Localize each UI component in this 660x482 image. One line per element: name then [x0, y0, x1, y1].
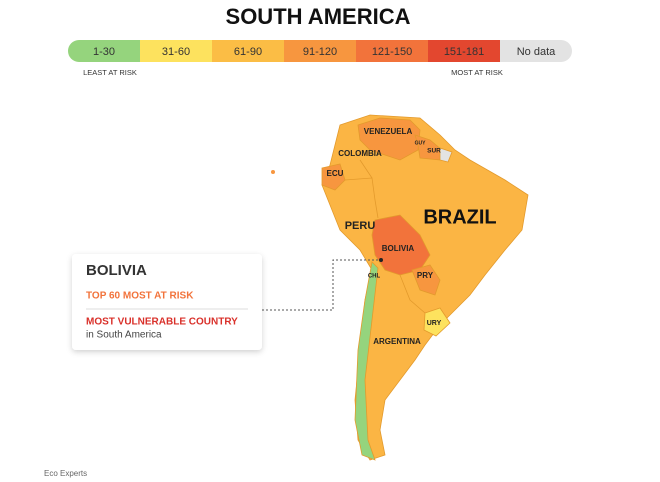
legend-label: 121-150: [372, 46, 412, 58]
callout-title: BOLIVIA: [86, 262, 147, 279]
source: Eco Experts: [44, 469, 87, 478]
legend-label: 1-30: [93, 46, 115, 58]
border: [344, 177, 379, 219]
venezuela: [357, 117, 421, 161]
legend-swatch: [356, 40, 429, 62]
callout-highlight: MOST VULNERABLE COUNTRY: [86, 317, 238, 328]
title: SOUTH AMERICA: [226, 4, 411, 29]
country-label: ARGENTINA: [373, 337, 421, 346]
legend: 1-30 31-60 61-90 91-120 121-150 151-181 No dat…: [68, 40, 572, 62]
legend-low: LEAST AT RISK: [83, 68, 137, 77]
legend-swatch: [284, 40, 357, 62]
country-label: VENEZUELA: [364, 127, 413, 136]
country-label: BOLIVIA: [382, 244, 415, 253]
legend-label: No data: [517, 46, 556, 58]
ecuador: [321, 163, 346, 191]
legend-label: 151-181: [444, 46, 484, 58]
country-label: GUY: [415, 140, 427, 146]
legend-swatch: [140, 40, 213, 62]
country-label: ECU: [327, 169, 344, 178]
legend-swatch: [500, 40, 572, 62]
island: [271, 170, 275, 174]
chile: [354, 261, 379, 461]
country-label: CHL: [368, 274, 381, 280]
map: [271, 114, 529, 461]
connector-dot: [379, 258, 383, 262]
legend-label: 61-90: [234, 46, 262, 58]
border: [359, 159, 373, 179]
french-guiana: [439, 147, 453, 163]
country-label: URY: [427, 320, 442, 327]
callout: BOLIVIA TOP 60 MOST AT RISK MOST VULNERA…: [72, 254, 262, 350]
country-label: COLOMBIA: [338, 149, 382, 158]
country-label: PERU: [345, 220, 376, 232]
legend-swatch: [68, 40, 141, 62]
callout-text: in South America: [86, 330, 162, 341]
bolivia: [371, 214, 431, 276]
callout-subtitle: TOP 60 MOST AT RISK: [86, 291, 194, 302]
callout-box: [72, 254, 262, 350]
border: [399, 274, 426, 314]
legend-swatch: [428, 40, 501, 62]
connector: [262, 259, 381, 311]
paraguay: [411, 264, 441, 296]
country-label: PRY: [417, 271, 434, 280]
legend-label: 91-120: [303, 46, 337, 58]
uruguay: [423, 307, 451, 337]
country-label: SUR: [427, 148, 441, 155]
legend-high: MOST AT RISK: [451, 68, 503, 77]
country-label: BRAZIL: [423, 206, 496, 228]
legend-swatch: [212, 40, 285, 62]
legend-label: 31-60: [162, 46, 190, 58]
map-labels: VENEZUELA GUY SUR COLOMBIA ECU PERU BRAZ…: [327, 127, 497, 346]
